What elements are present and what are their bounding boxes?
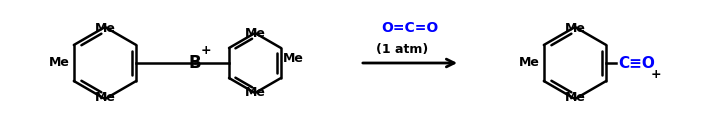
Text: Me: Me [244, 86, 266, 99]
Text: Me: Me [564, 22, 586, 35]
Text: Me: Me [94, 91, 116, 104]
Text: Me: Me [564, 91, 586, 104]
Text: (1 atm): (1 atm) [376, 44, 428, 56]
Text: C≡O: C≡O [618, 56, 655, 71]
Text: Me: Me [519, 56, 540, 70]
Text: Me: Me [49, 56, 70, 70]
Text: O=C=O: O=C=O [381, 21, 439, 35]
Text: B: B [189, 54, 202, 72]
Text: +: + [201, 44, 212, 56]
Text: Me: Me [94, 22, 116, 35]
Text: Me: Me [283, 52, 304, 66]
Text: +: + [650, 68, 661, 82]
Text: Me: Me [244, 27, 266, 40]
